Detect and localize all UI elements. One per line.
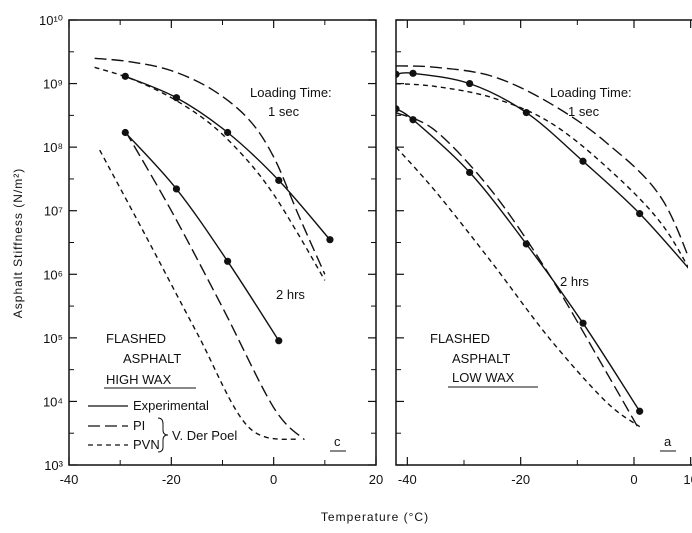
left-loading-time-label: Loading Time: — [250, 85, 332, 100]
legend-bracket-label: V. Der Poel — [172, 428, 237, 443]
right-y-axis — [396, 19, 404, 466]
y-tick-label: 10³ — [44, 458, 63, 473]
left-data-point — [172, 94, 181, 102]
left-data-point — [172, 185, 181, 193]
x-tick-label: -40 — [398, 472, 417, 487]
right-data-point — [522, 108, 530, 117]
x-axis-title: Temperature (°C) — [321, 510, 429, 524]
right-data-point — [396, 70, 400, 78]
left-x-axis: -40 -20 0 20 — [60, 20, 383, 487]
right-series-pvn-2-hrs — [396, 146, 641, 428]
left-y-axis: 10³ 10⁴ 10⁵ 10⁶ 10⁷ 10⁸ 10⁹ 10¹⁰ — [39, 13, 376, 473]
left-panel-series — [94, 57, 334, 441]
right-sample-line1: FLASHED — [430, 331, 490, 346]
y-axis-title: Asphalt Stiffness (N/m²) — [11, 168, 25, 318]
left-data-point — [275, 337, 283, 345]
y-tick-label: 10⁹ — [43, 77, 63, 92]
left-sample-line1: FLASHED — [106, 331, 166, 346]
left-sample-line3: HIGH WAX — [106, 372, 172, 387]
left-series-pi-1-sec — [94, 57, 326, 275]
x-tick-label: 0 — [270, 472, 277, 487]
legend-bracket — [157, 417, 169, 453]
right-loading-time-value: 1 sec — [568, 104, 600, 119]
right-panel-label: a — [664, 434, 672, 449]
left-data-point — [275, 176, 283, 184]
left-series-pi-2-hrs — [124, 130, 305, 441]
right-series-pi-2-hrs — [396, 111, 641, 431]
right-data-point — [409, 69, 417, 77]
y-tick-label: 10⁵ — [43, 331, 63, 346]
right-series-experimental-1-sec — [396, 72, 688, 269]
legend-pi-label: PI — [133, 418, 145, 433]
y-tick-label: 10⁷ — [44, 204, 63, 219]
right-long-time-label: 2 hrs — [560, 274, 589, 289]
x-tick-label: 20 — [369, 472, 383, 487]
legend-experimental-label: Experimental — [133, 398, 209, 413]
x-tick-label: 0 — [630, 472, 637, 487]
right-sample-line3: LOW WAX — [452, 370, 515, 385]
left-panel-label: c — [334, 434, 341, 449]
left-data-point — [326, 236, 334, 244]
right-panel-series — [396, 65, 688, 431]
left-sample-line2: ASPHALT — [123, 351, 181, 366]
right-data-point — [579, 157, 587, 165]
right-data-point — [396, 105, 400, 113]
x-tick-label: 10 — [683, 472, 692, 487]
right-data-point — [636, 407, 644, 415]
right-data-point — [466, 168, 474, 177]
left-series-experimental-2-hrs — [124, 132, 280, 342]
x-tick-label: -20 — [162, 472, 181, 487]
legend: Experimental PI PVN V. Der Poel — [88, 398, 237, 453]
y-tick-label: 10⁶ — [43, 267, 63, 282]
right-series-pi-1-sec — [396, 65, 688, 259]
left-data-point — [224, 128, 232, 137]
right-data-point — [409, 116, 417, 124]
left-data-point — [224, 257, 232, 265]
y-tick-label: 10⁴ — [43, 394, 63, 409]
right-panel-frame — [395, 19, 692, 466]
legend-pvn-label: PVN — [133, 437, 160, 452]
left-long-time-label: 2 hrs — [276, 287, 305, 302]
x-tick-label: -20 — [511, 472, 530, 487]
left-series-pvn-2-hrs — [99, 149, 300, 441]
right-loading-time-label: Loading Time: — [550, 85, 632, 100]
x-tick-label: -40 — [60, 472, 79, 487]
right-series-pvn-1-sec — [396, 82, 688, 269]
right-data-point — [636, 210, 644, 218]
right-sample-line2: ASPHALT — [452, 351, 510, 366]
right-x-axis: -40 -20 0 10 — [398, 20, 692, 487]
y-tick-label: 10¹⁰ — [39, 13, 63, 28]
right-data-point — [466, 79, 474, 88]
right-data-point — [579, 319, 587, 327]
left-loading-time-value: 1 sec — [268, 104, 300, 119]
y-tick-label: 10⁸ — [43, 140, 63, 155]
